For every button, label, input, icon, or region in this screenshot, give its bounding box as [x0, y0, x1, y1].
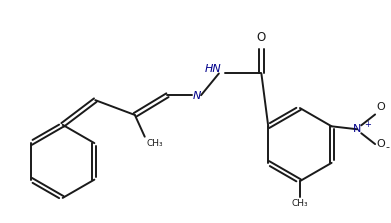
Text: +: + — [364, 120, 371, 129]
Text: CH₃: CH₃ — [147, 139, 163, 148]
Text: N: N — [193, 91, 201, 101]
Text: O: O — [376, 139, 385, 149]
Text: N: N — [353, 124, 362, 134]
Text: O: O — [257, 31, 266, 44]
Text: O: O — [376, 101, 385, 112]
Text: -: - — [385, 142, 389, 152]
Text: HN: HN — [205, 64, 222, 74]
Text: CH₃: CH₃ — [292, 199, 308, 208]
